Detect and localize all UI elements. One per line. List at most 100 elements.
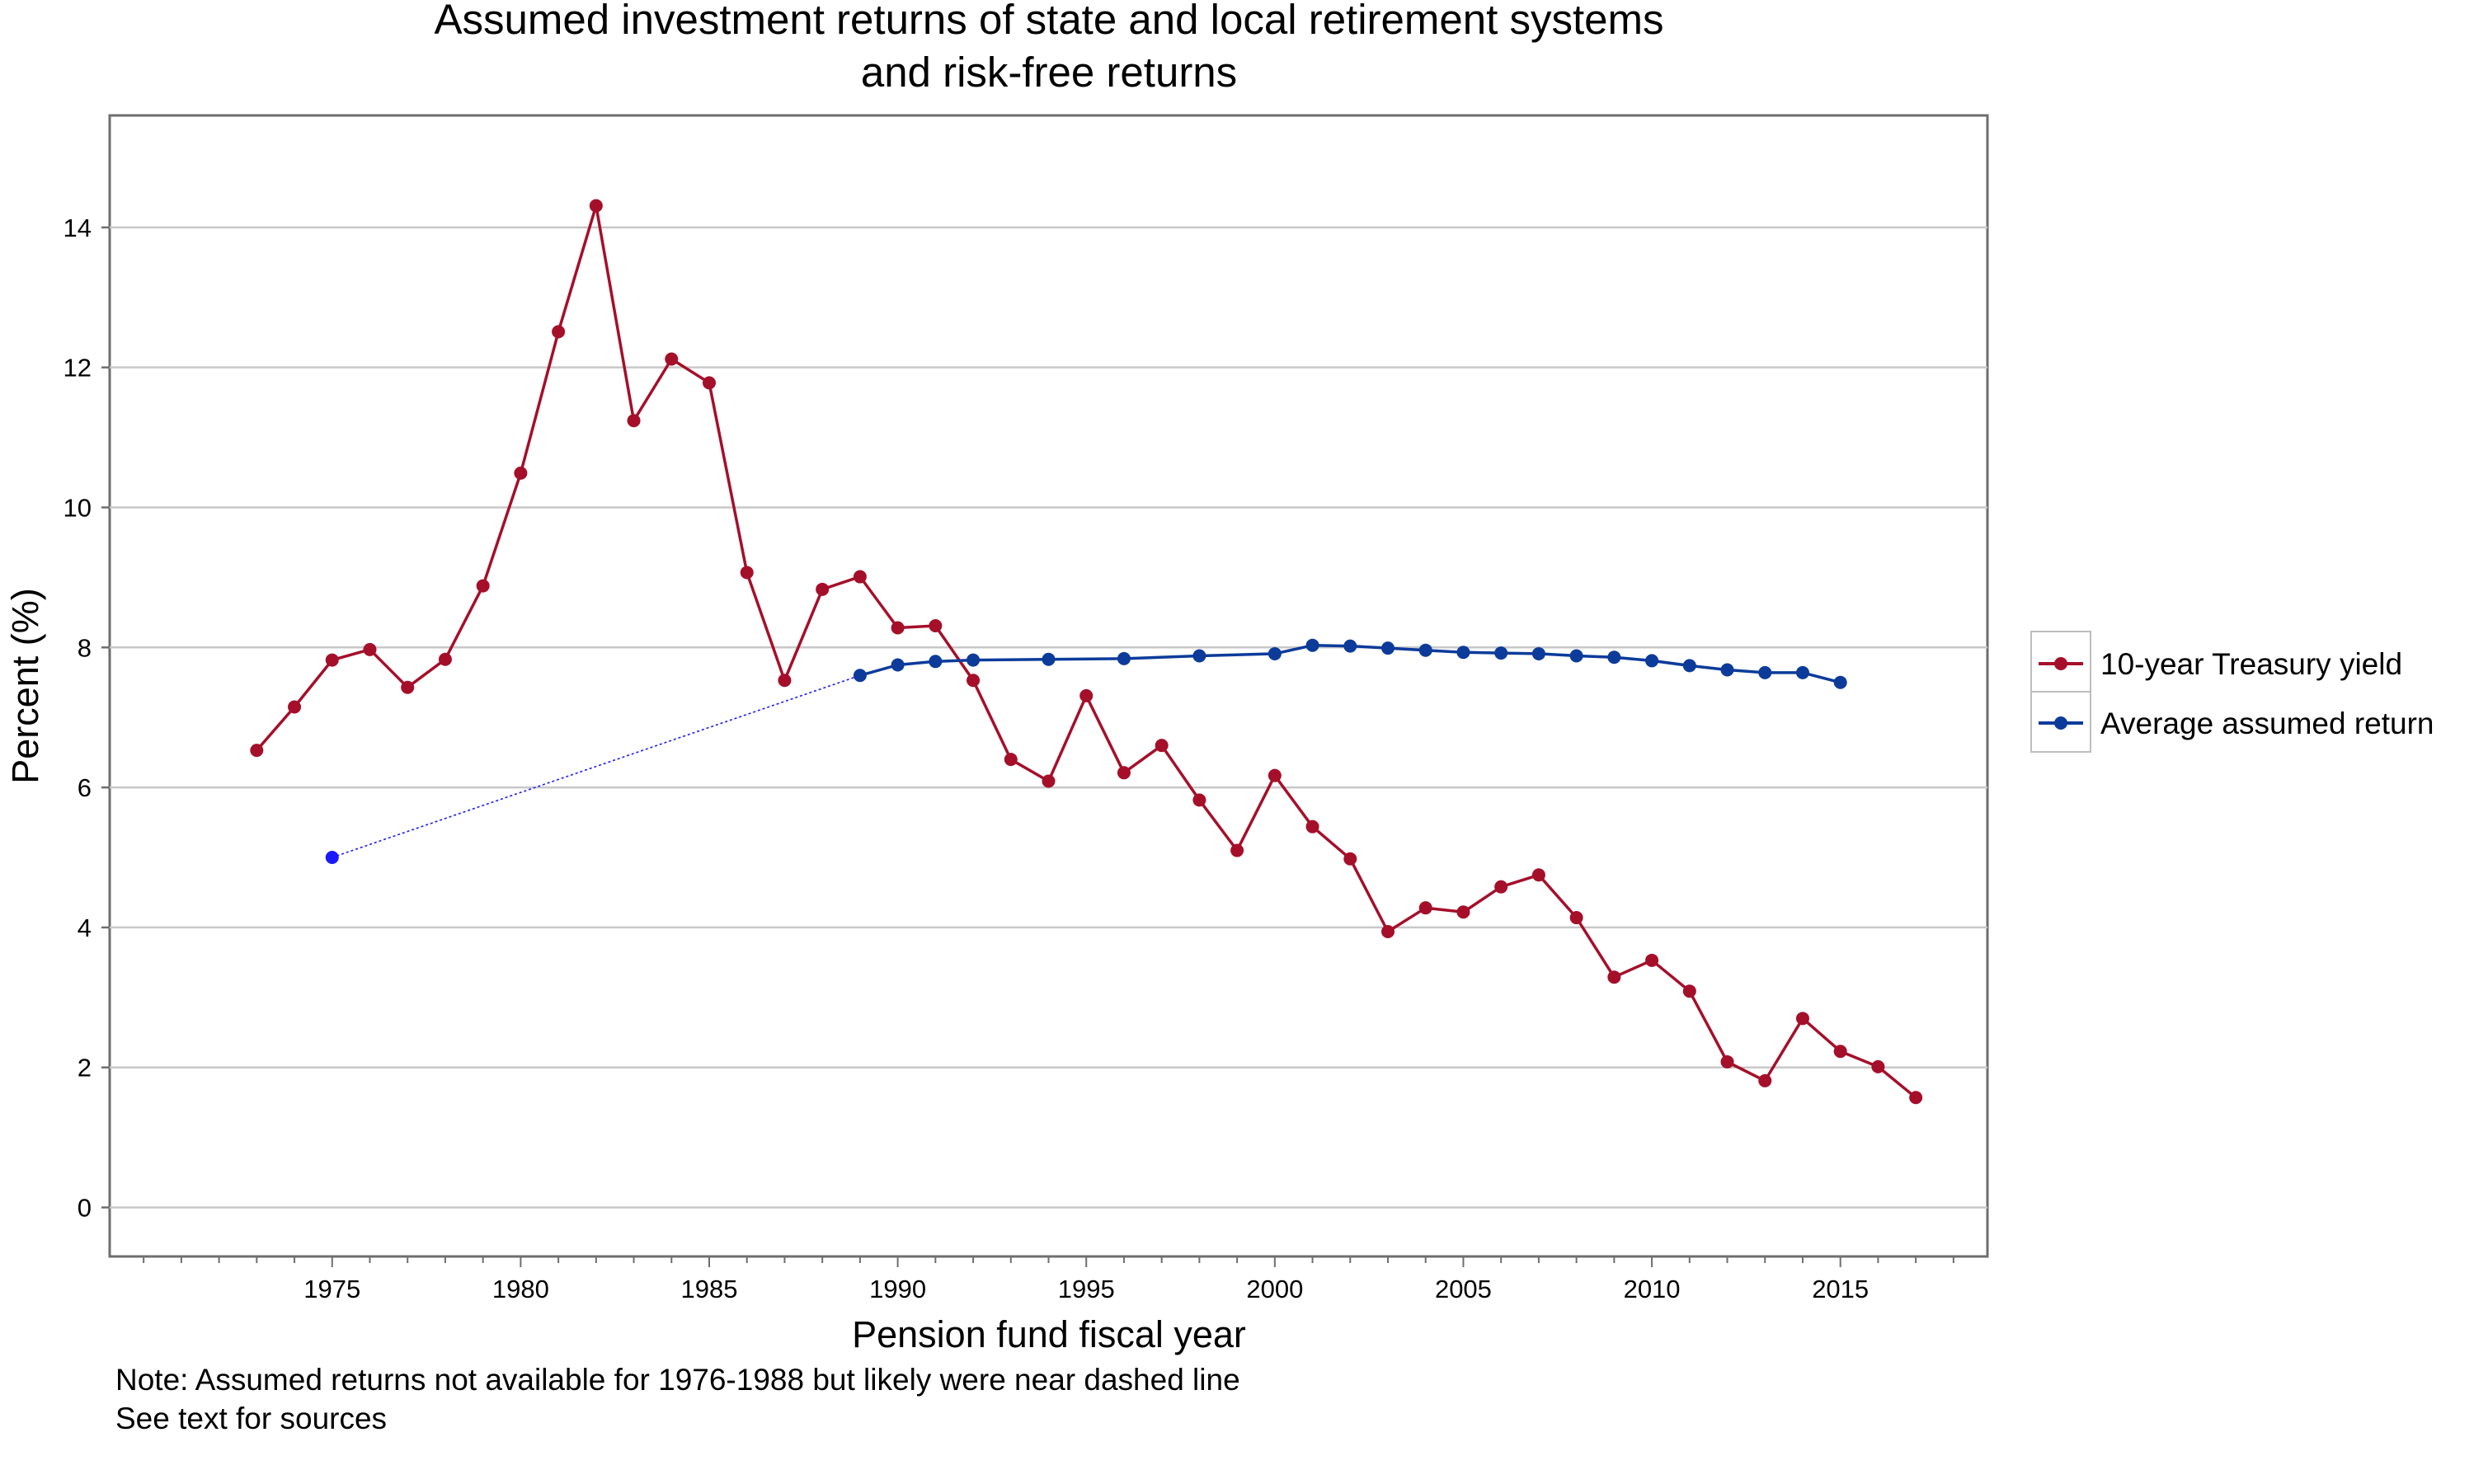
point-assumed-2005 bbox=[1456, 646, 1470, 660]
point-assumed-1991 bbox=[929, 655, 943, 669]
point-assumed-2015 bbox=[1833, 675, 1847, 689]
y-tick-label-14: 14 bbox=[63, 214, 92, 242]
point-treasury-2001 bbox=[1305, 819, 1319, 834]
point-assumed-1998 bbox=[1192, 649, 1206, 663]
point-assumed-1996 bbox=[1117, 651, 1131, 665]
x-tick-label-2000: 2000 bbox=[1246, 1275, 1303, 1303]
point-assumed-2007 bbox=[1531, 646, 1545, 660]
y-axis-label: Percent (%) bbox=[4, 588, 46, 784]
point-assumed-2000 bbox=[1268, 646, 1282, 660]
x-axis-label: Pension fund fiscal year bbox=[852, 1313, 1246, 1355]
y-tick-label-10: 10 bbox=[63, 493, 92, 522]
point-assumed-2009 bbox=[1607, 650, 1621, 665]
point-assumed-2002 bbox=[1343, 639, 1357, 653]
point-treasury-2000 bbox=[1268, 768, 1282, 782]
point-treasury-2015 bbox=[1833, 1045, 1847, 1059]
x-tick-label-1980: 1980 bbox=[492, 1275, 549, 1303]
point-treasury-1985 bbox=[702, 376, 716, 390]
x-tick-label-1975: 1975 bbox=[303, 1275, 360, 1303]
y-axis-ticks: 0 2 4 6 8 10 12 14 bbox=[63, 214, 110, 1223]
legend-marker-treasury bbox=[2054, 657, 2067, 670]
x-axis-ticks: 1975 1980 1985 1990 1995 2000 2005 2010 2015 bbox=[143, 1256, 1954, 1303]
x-tick-label-1990: 1990 bbox=[869, 1275, 926, 1303]
point-assumed-2013 bbox=[1758, 665, 1772, 679]
point-assumed-2010 bbox=[1645, 654, 1659, 668]
point-treasury-1984 bbox=[665, 352, 679, 366]
point-treasury-2003 bbox=[1381, 925, 1395, 939]
point-treasury-1996 bbox=[1117, 766, 1131, 780]
point-treasury-1974 bbox=[288, 700, 302, 714]
x-tick-label-1995: 1995 bbox=[1058, 1275, 1115, 1303]
point-treasury-1986 bbox=[740, 566, 754, 580]
point-treasury-2012 bbox=[1720, 1054, 1734, 1068]
point-assumed-1992 bbox=[967, 653, 981, 667]
point-treasury-1976 bbox=[363, 642, 377, 656]
point-treasury-2006 bbox=[1494, 880, 1508, 894]
point-assumed-2001 bbox=[1305, 638, 1319, 652]
point-assumed-1990 bbox=[891, 658, 905, 672]
point-assumed-2008 bbox=[1569, 649, 1583, 663]
point-treasury-2010 bbox=[1645, 953, 1659, 967]
chart-title-line-1: Assumed investment returns of state and … bbox=[435, 0, 1664, 43]
gridlines bbox=[110, 226, 1987, 1209]
point-treasury-1978 bbox=[438, 652, 452, 666]
point-treasury-2002 bbox=[1343, 852, 1357, 866]
point-treasury-2004 bbox=[1418, 901, 1432, 915]
notes: Note: Assumed returns not available for … bbox=[115, 1363, 1240, 1435]
point-treasury-2017 bbox=[1909, 1091, 1923, 1105]
point-treasury-2005 bbox=[1456, 905, 1470, 919]
point-treasury-1999 bbox=[1230, 843, 1244, 857]
point-treasury-1988 bbox=[816, 582, 830, 596]
point-treasury-1995 bbox=[1079, 688, 1094, 702]
note-line-2: See text for sources bbox=[115, 1402, 387, 1435]
x-tick-label-2015: 2015 bbox=[1812, 1275, 1869, 1303]
legend: 10-year Treasury yield Average assumed r… bbox=[2030, 631, 2434, 753]
y-tick-label-8: 8 bbox=[78, 633, 92, 662]
x-tick-label-2005: 2005 bbox=[1435, 1275, 1492, 1303]
point-treasury-1973 bbox=[250, 744, 264, 758]
point-assumed-1989 bbox=[853, 669, 867, 683]
point-treasury-1997 bbox=[1155, 739, 1169, 753]
point-treasury-1980 bbox=[514, 466, 528, 480]
point-treasury-2014 bbox=[1795, 1012, 1809, 1026]
chart-title-line-2: and risk-free returns bbox=[861, 49, 1237, 96]
y-tick-label-4: 4 bbox=[78, 913, 92, 942]
note-line-1: Note: Assumed returns not available for … bbox=[115, 1363, 1240, 1397]
point-assumed-2012 bbox=[1720, 663, 1734, 677]
series-layer bbox=[250, 199, 1923, 1105]
point-assumed-2014 bbox=[1795, 665, 1809, 679]
y-tick-label-12: 12 bbox=[63, 354, 92, 383]
x-tick-label-2010: 2010 bbox=[1624, 1275, 1681, 1303]
y-tick-label-2: 2 bbox=[78, 1054, 92, 1082]
point-treasury-1992 bbox=[967, 674, 981, 688]
point-treasury-1990 bbox=[891, 621, 905, 635]
point-treasury-1991 bbox=[929, 618, 943, 632]
point-treasury-2009 bbox=[1607, 970, 1621, 984]
plot-area bbox=[108, 114, 1989, 1258]
x-tick-label-1985: 1985 bbox=[681, 1275, 738, 1303]
dashed-connector bbox=[332, 674, 861, 858]
point-assumed-1994 bbox=[1042, 652, 1056, 666]
point-treasury-1975 bbox=[325, 653, 339, 667]
point-treasury-1987 bbox=[778, 674, 792, 688]
point-treasury-1977 bbox=[401, 680, 415, 694]
legend-marker-assumed bbox=[2054, 716, 2067, 730]
point-assumed-2004 bbox=[1418, 643, 1432, 657]
point-treasury-2011 bbox=[1682, 984, 1696, 998]
point-treasury-2013 bbox=[1758, 1073, 1772, 1087]
point-assumed-2011 bbox=[1682, 659, 1696, 673]
point-assumed-2006 bbox=[1494, 646, 1508, 660]
point-treasury-2008 bbox=[1569, 911, 1583, 925]
point-treasury-2007 bbox=[1531, 868, 1545, 882]
point-treasury-1979 bbox=[476, 579, 490, 593]
legend-label-assumed: Average assumed return bbox=[2100, 707, 2434, 740]
point-treasury-1998 bbox=[1192, 793, 1206, 807]
point-treasury-1994 bbox=[1042, 774, 1056, 788]
point-treasury-1983 bbox=[627, 414, 641, 428]
point-treasury-1982 bbox=[589, 199, 603, 213]
y-tick-label-6: 6 bbox=[78, 773, 92, 802]
point-treasury-1989 bbox=[853, 570, 867, 584]
y-tick-label-0: 0 bbox=[78, 1194, 92, 1223]
point-treasury-1981 bbox=[552, 325, 566, 339]
